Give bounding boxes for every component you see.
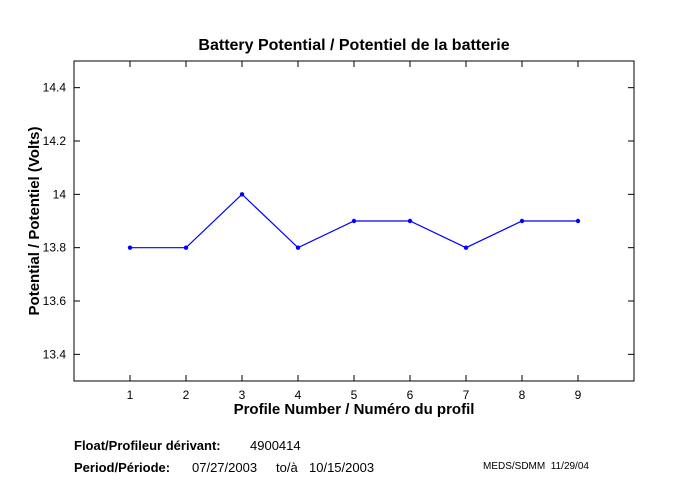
data-point: [463, 245, 469, 250]
period-end: 10/15/2003: [309, 460, 375, 475]
data-point: [351, 218, 357, 224]
y-axis-label: Potential / Potentiel (Volts): [26, 127, 43, 316]
chart-title: Battery Potential / Potentiel de la batt…: [198, 37, 509, 54]
x-axis-label: Profile Number / Numéro du profil: [234, 401, 475, 418]
x-tick-label: 5: [351, 388, 358, 402]
y-tick-label: 14: [53, 187, 67, 201]
data-point: [127, 245, 133, 250]
float-value: 4900414: [250, 438, 301, 453]
x-tick-label: 8: [519, 388, 526, 402]
x-tick-label: 6: [407, 388, 414, 402]
x-tick-label: 4: [295, 388, 302, 402]
data-point: [575, 218, 581, 224]
y-tick-label: 13.4: [43, 347, 67, 361]
data-point: [183, 245, 189, 250]
y-tick-label: 14.2: [43, 134, 67, 148]
x-tick-label: 1: [127, 388, 134, 402]
period-start: 07/27/2003: [192, 460, 258, 475]
period-separator: to/à: [276, 460, 298, 475]
x-tick-label: 7: [463, 388, 470, 402]
data-point: [295, 245, 301, 250]
period-label: Period/Période:: [74, 460, 171, 475]
y-tick-label: 13.8: [43, 241, 67, 255]
data-point: [239, 192, 245, 197]
x-tick-label: 2: [183, 388, 190, 402]
y-tick-label: 13.6: [43, 294, 67, 308]
float-label: Float/Profileur dérivant:: [74, 438, 221, 453]
x-tick-label: 3: [239, 388, 246, 402]
data-point: [519, 218, 525, 224]
data-point: [407, 218, 413, 224]
y-tick-label: 14.4: [43, 81, 67, 95]
credit-text: MEDS/SDMM 11/29/04: [483, 461, 589, 472]
x-tick-label: 9: [575, 388, 582, 402]
